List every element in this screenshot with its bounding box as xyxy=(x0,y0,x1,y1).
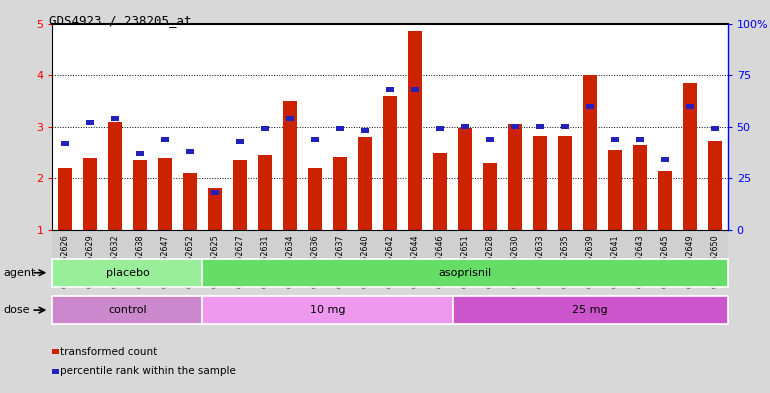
Bar xyxy=(458,128,472,230)
Bar xyxy=(508,124,522,230)
Bar xyxy=(208,187,222,230)
Bar xyxy=(434,152,447,230)
Bar xyxy=(183,173,197,230)
Text: transformed count: transformed count xyxy=(60,347,157,357)
Bar xyxy=(633,145,647,230)
Bar xyxy=(608,150,622,230)
Bar xyxy=(511,124,519,129)
Bar xyxy=(411,87,419,92)
Text: dose: dose xyxy=(4,305,30,315)
Bar xyxy=(483,163,497,230)
Bar xyxy=(233,160,247,230)
Bar xyxy=(58,168,72,230)
Bar xyxy=(61,141,69,146)
Bar xyxy=(661,157,669,162)
Bar xyxy=(361,128,369,134)
Bar xyxy=(586,103,594,109)
Bar xyxy=(258,155,272,230)
Bar xyxy=(686,103,694,109)
Bar xyxy=(558,136,572,230)
Bar xyxy=(261,126,269,131)
Bar xyxy=(658,171,672,230)
Text: GDS4923 / 238205_at: GDS4923 / 238205_at xyxy=(49,14,191,27)
Bar xyxy=(108,121,122,230)
Text: agent: agent xyxy=(4,268,36,278)
Bar xyxy=(383,96,397,230)
Bar xyxy=(286,116,293,121)
Text: percentile rank within the sample: percentile rank within the sample xyxy=(60,366,236,376)
Bar xyxy=(111,116,119,121)
Text: 25 mg: 25 mg xyxy=(572,305,608,315)
Bar xyxy=(408,31,422,230)
Bar xyxy=(453,296,728,324)
Bar xyxy=(52,259,203,287)
Bar xyxy=(86,120,94,125)
Bar xyxy=(158,158,172,230)
Bar xyxy=(583,75,597,230)
Bar xyxy=(683,83,697,230)
Bar xyxy=(136,151,144,156)
Bar xyxy=(711,126,719,131)
Bar xyxy=(83,158,97,230)
Text: control: control xyxy=(108,305,147,315)
Bar xyxy=(611,136,619,142)
Bar xyxy=(336,126,343,131)
Bar xyxy=(536,124,544,129)
Bar xyxy=(203,259,728,287)
Bar xyxy=(461,124,469,129)
Bar xyxy=(708,141,722,230)
Bar xyxy=(387,87,393,92)
Bar xyxy=(283,101,297,230)
Bar xyxy=(236,139,244,144)
Text: 10 mg: 10 mg xyxy=(310,305,345,315)
Bar xyxy=(311,136,319,142)
Bar xyxy=(52,296,203,324)
Bar xyxy=(636,136,644,142)
Bar xyxy=(358,137,372,230)
Text: asoprisnil: asoprisnil xyxy=(438,268,492,278)
Bar xyxy=(161,136,169,142)
Bar xyxy=(533,136,547,230)
Text: placebo: placebo xyxy=(105,268,149,278)
Bar xyxy=(437,126,444,131)
Bar xyxy=(186,149,194,154)
Bar xyxy=(333,157,347,230)
Bar xyxy=(203,296,453,324)
Bar xyxy=(133,160,147,230)
Bar xyxy=(211,190,219,195)
Bar xyxy=(561,124,569,129)
Bar xyxy=(487,136,494,142)
Bar xyxy=(308,168,322,230)
